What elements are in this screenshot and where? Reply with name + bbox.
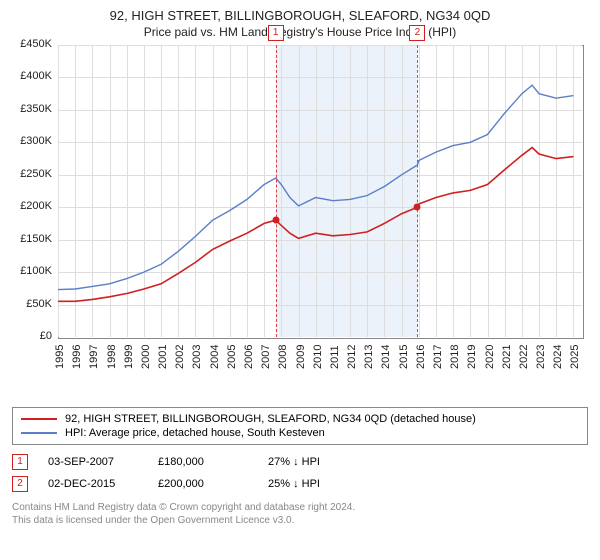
sale-price: £180,000 xyxy=(158,456,248,468)
x-axis-label: 1995 xyxy=(54,345,66,369)
table-row: 2 02-DEC-2015 £200,000 25% ↓ HPI xyxy=(12,473,588,495)
x-axis-label: 1996 xyxy=(71,345,83,369)
marker-box-icon: 1 xyxy=(12,454,28,470)
sale-pct: 25% ↓ HPI xyxy=(268,478,358,490)
x-axis-label: 2009 xyxy=(295,345,307,369)
legend-swatch xyxy=(21,432,57,434)
sale-date: 02-DEC-2015 xyxy=(48,478,138,490)
x-axis-label: 2005 xyxy=(226,345,238,369)
sales-table: 1 03-SEP-2007 £180,000 27% ↓ HPI 2 02-DE… xyxy=(12,451,588,495)
x-axis-label: 2000 xyxy=(140,345,152,369)
page: 92, HIGH STREET, BILLINGBOROUGH, SLEAFOR… xyxy=(0,0,600,560)
series-hpi xyxy=(58,85,573,289)
legend-label: 92, HIGH STREET, BILLINGBOROUGH, SLEAFOR… xyxy=(65,413,476,425)
x-axis-label: 2007 xyxy=(260,345,272,369)
legend: 92, HIGH STREET, BILLINGBOROUGH, SLEAFOR… xyxy=(12,407,588,445)
marker-box-icon: 2 xyxy=(12,476,28,492)
sale-pct: 27% ↓ HPI xyxy=(268,456,358,468)
marker-box-icon: 2 xyxy=(409,25,425,41)
x-axis-label: 2021 xyxy=(501,345,513,369)
legend-label: HPI: Average price, detached house, Sout… xyxy=(65,427,325,439)
x-axis-label: 1997 xyxy=(88,345,100,369)
x-axis-label: 2017 xyxy=(432,345,444,369)
x-axis-label: 2003 xyxy=(191,345,203,369)
x-axis-label: 2019 xyxy=(466,345,478,369)
sale-date: 03-SEP-2007 xyxy=(48,456,138,468)
x-axis-label: 1999 xyxy=(123,345,135,369)
x-axis-label: 2011 xyxy=(329,345,341,369)
x-axis-label: 2016 xyxy=(415,345,427,369)
page-subtitle: Price paid vs. HM Land Registry's House … xyxy=(12,25,588,39)
x-axis-label: 2015 xyxy=(398,345,410,369)
marker-box-icon: 1 xyxy=(268,25,284,41)
footer-line: Contains HM Land Registry data © Crown c… xyxy=(12,501,588,514)
sale-price: £200,000 xyxy=(158,478,248,490)
page-title: 92, HIGH STREET, BILLINGBOROUGH, SLEAFOR… xyxy=(12,8,588,23)
x-axis-label: 2001 xyxy=(157,345,169,369)
x-axis-label: 2018 xyxy=(449,345,461,369)
x-axis-label: 2008 xyxy=(277,345,289,369)
legend-row: HPI: Average price, detached house, Sout… xyxy=(21,426,579,440)
x-axis-label: 2006 xyxy=(243,345,255,369)
x-axis-label: 2004 xyxy=(209,345,221,369)
x-axis-label: 2023 xyxy=(535,345,547,369)
table-row: 1 03-SEP-2007 £180,000 27% ↓ HPI xyxy=(12,451,588,473)
x-axis-label: 1998 xyxy=(106,345,118,369)
chart-area: £0£50K£100K£150K£200K£250K£300K£350K£400… xyxy=(12,45,588,375)
x-axis-label: 2013 xyxy=(363,345,375,369)
x-axis-label: 2024 xyxy=(552,345,564,369)
x-axis-label: 2002 xyxy=(174,345,186,369)
line-series xyxy=(12,45,584,339)
legend-swatch xyxy=(21,418,57,420)
x-axis-label: 2020 xyxy=(484,345,496,369)
x-axis-label: 2022 xyxy=(518,345,530,369)
x-axis-label: 2014 xyxy=(380,345,392,369)
footer-line: This data is licensed under the Open Gov… xyxy=(12,514,588,527)
x-axis-label: 2010 xyxy=(312,345,324,369)
series-property xyxy=(58,148,573,302)
legend-row: 92, HIGH STREET, BILLINGBOROUGH, SLEAFOR… xyxy=(21,412,579,426)
x-axis-label: 2025 xyxy=(569,345,581,369)
x-axis-label: 2012 xyxy=(346,345,358,369)
footer: Contains HM Land Registry data © Crown c… xyxy=(12,501,588,527)
